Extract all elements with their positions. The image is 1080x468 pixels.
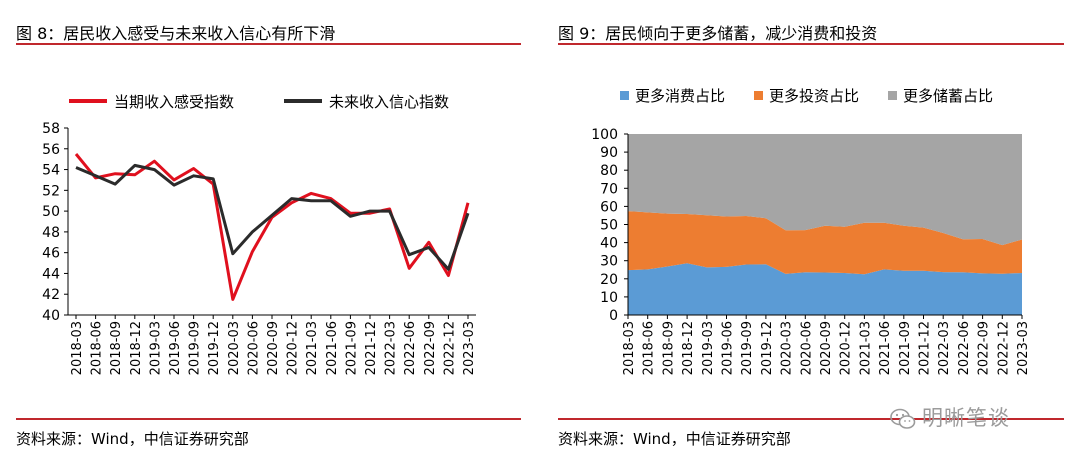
x-tick-label: 2018-06	[642, 321, 657, 375]
legend-swatch-1	[754, 91, 763, 100]
x-tick-label: 2023-03	[462, 321, 477, 375]
watermark-text: 明晰笔谈	[922, 406, 1010, 430]
x-tick-label: 2019-03	[701, 321, 716, 375]
x-tick-label: 2019-12	[207, 321, 222, 375]
x-tick-label: 2019-09	[188, 321, 203, 375]
y-tick-label: 52	[42, 183, 60, 199]
x-tick-label: 2021-09	[344, 321, 359, 375]
legend-label-0: 当期收入感受指数	[114, 93, 234, 111]
y-tick-label: 58	[42, 121, 60, 137]
x-tick-label: 2022-03	[384, 321, 399, 375]
y-tick-label: 50	[600, 218, 618, 234]
y-tick-label: 40	[42, 308, 60, 324]
x-tick-label: 2020-06	[246, 321, 261, 375]
left-line-chart: 当期收入感受指数 未来收入信心指数 40 42 44 46 48 50 52 54 56 58 2018…	[42, 93, 477, 375]
area-series-1	[628, 211, 1022, 275]
x-tick-label: 2021-12	[918, 321, 933, 375]
x-tick-label: 2020-12	[839, 321, 854, 375]
x-tick-label: 2019-06	[721, 321, 736, 375]
legend-swatch-2	[888, 91, 897, 100]
y-tick-label: 48	[42, 225, 60, 241]
x-tick-label: 2021-06	[325, 321, 340, 375]
legend-label-2: 更多储蓄占比	[903, 87, 993, 105]
left-title-rule	[16, 43, 521, 45]
right-area-chart: 更多消费占比 更多投资占比 更多储蓄占比 0 10 20 30 40 50 60 70 80 90 100…	[591, 87, 1031, 375]
wechat-icon	[890, 408, 916, 429]
x-tick-label: 2019-06	[168, 321, 183, 375]
x-tick-label: 2021-12	[364, 321, 379, 375]
x-tick-label: 2020-09	[266, 321, 281, 375]
legend-label-1: 更多投资占比	[769, 87, 859, 105]
y-tick-label: 80	[600, 163, 618, 179]
watermark: 明晰笔谈	[890, 402, 1010, 432]
x-tick-label: 2018-03	[622, 321, 637, 375]
x-tick-label: 2020-09	[819, 321, 834, 375]
x-tick-label: 2018-06	[90, 321, 105, 375]
x-tick-label: 2022-09	[977, 321, 992, 375]
legend-label-1: 未来收入信心指数	[329, 93, 449, 111]
x-tick-label: 2018-12	[129, 321, 144, 375]
left-source: 资料来源：Wind，中信证券研究部	[16, 430, 249, 448]
y-tick-label: 46	[42, 246, 60, 262]
x-tick-label: 2021-03	[858, 321, 873, 375]
y-tick-label: 44	[42, 266, 60, 282]
y-tick-label: 30	[600, 254, 618, 270]
y-tick-label: 56	[42, 142, 60, 158]
x-tick-label: 2022-03	[937, 321, 952, 375]
x-tick-label: 2022-12	[996, 321, 1011, 375]
x-tick-label: 2020-06	[799, 321, 814, 375]
series-line-1	[75, 163, 470, 271]
x-tick-label: 2020-12	[286, 321, 301, 375]
y-tick-label: 40	[600, 236, 618, 252]
y-tick-label: 54	[42, 163, 60, 179]
x-tick-label: 2019-03	[148, 321, 163, 375]
left-figure-title: 图 8：居民收入感受与未来收入信心有所下滑	[16, 24, 336, 43]
x-tick-label: 2018-03	[70, 321, 85, 375]
x-tick-label: 2018-09	[661, 321, 676, 375]
x-tick-label: 2020-03	[780, 321, 795, 375]
y-tick-label: 10	[600, 290, 618, 306]
y-tick-label: 20	[600, 272, 618, 288]
series-line-0	[74, 153, 470, 301]
y-tick-label: 0	[609, 308, 618, 324]
right-source-rule	[558, 418, 1064, 420]
y-tick-label: 70	[600, 181, 618, 197]
x-tick-label: 2020-03	[227, 321, 242, 375]
x-tick-label: 2021-09	[898, 321, 913, 375]
y-tick-label: 90	[600, 145, 618, 161]
legend-swatch-0	[620, 91, 629, 100]
y-tick-label: 60	[600, 199, 618, 215]
x-tick-label: 2019-12	[760, 321, 775, 375]
area-series-0	[628, 263, 1022, 315]
legend-label-0: 更多消费占比	[635, 87, 725, 105]
left-source-rule	[16, 418, 521, 420]
x-tick-label: 2019-09	[740, 321, 755, 375]
y-tick-label: 100	[591, 127, 618, 143]
x-tick-label: 2018-12	[681, 321, 696, 375]
x-tick-label: 2021-06	[878, 321, 893, 375]
x-tick-label: 2022-09	[423, 321, 438, 375]
x-tick-label: 2018-09	[109, 321, 124, 375]
x-tick-label: 2022-06	[403, 321, 418, 375]
x-tick-label: 2022-12	[442, 321, 457, 375]
y-tick-label: 50	[42, 204, 60, 220]
x-tick-label: 2021-03	[305, 321, 320, 375]
right-title-rule	[558, 43, 1064, 45]
x-tick-label: 2022-06	[957, 321, 972, 375]
y-tick-label: 42	[42, 287, 60, 303]
right-figure-title: 图 9：居民倾向于更多储蓄，减少消费和投资	[558, 24, 878, 43]
x-tick-label: 2023-03	[1016, 321, 1031, 375]
area-series-2	[628, 134, 1022, 246]
right-source: 资料来源：Wind，中信证券研究部	[558, 430, 791, 448]
